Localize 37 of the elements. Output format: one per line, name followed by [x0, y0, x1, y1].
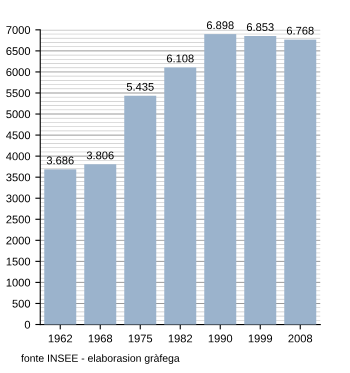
data-label: 3.686 [46, 156, 74, 164]
x-tick-label: 1990 [208, 334, 232, 342]
data-label: 6.108 [166, 54, 194, 62]
source-note: fonte INSEE - elaborasion gràfega [21, 354, 180, 364]
y-tick-label: 2000 [6, 236, 30, 244]
x-tick-label: 1999 [248, 334, 272, 342]
bar [204, 34, 236, 325]
data-label: 6.853 [246, 23, 274, 32]
x-tick-label: 1975 [128, 334, 152, 342]
y-tick-label: 2500 [6, 216, 30, 224]
y-tick-label: 1000 [6, 278, 30, 287]
x-tick-label: 2008 [288, 334, 312, 342]
bar [244, 36, 276, 325]
y-tick-label: 500 [12, 300, 30, 308]
y-tick-label: 6000 [6, 68, 30, 76]
bar [44, 169, 76, 325]
data-label: 3.806 [86, 151, 114, 160]
x-tick-label: 1968 [88, 334, 112, 342]
y-tick-label: 1500 [6, 258, 30, 266]
x-tick-label: 1982 [168, 334, 192, 342]
bar [284, 40, 316, 325]
y-tick-label: 5000 [6, 110, 30, 118]
y-tick-label: 0 [24, 320, 30, 329]
data-label: 6.898 [206, 21, 234, 30]
y-tick-label: 3500 [6, 173, 30, 182]
y-tick-label: 4000 [6, 152, 30, 160]
data-label: 5.435 [126, 82, 154, 91]
y-tick-label: 4500 [6, 131, 30, 140]
y-tick-label: 6500 [6, 47, 30, 56]
bar [124, 96, 156, 325]
x-tick-label: 1962 [48, 334, 72, 342]
bar [164, 67, 196, 325]
data-label: 6.768 [286, 26, 314, 35]
y-tick-label: 7000 [6, 26, 30, 34]
bar [84, 164, 116, 325]
y-tick-label: 5500 [6, 89, 30, 98]
y-tick-label: 3000 [6, 194, 30, 202]
